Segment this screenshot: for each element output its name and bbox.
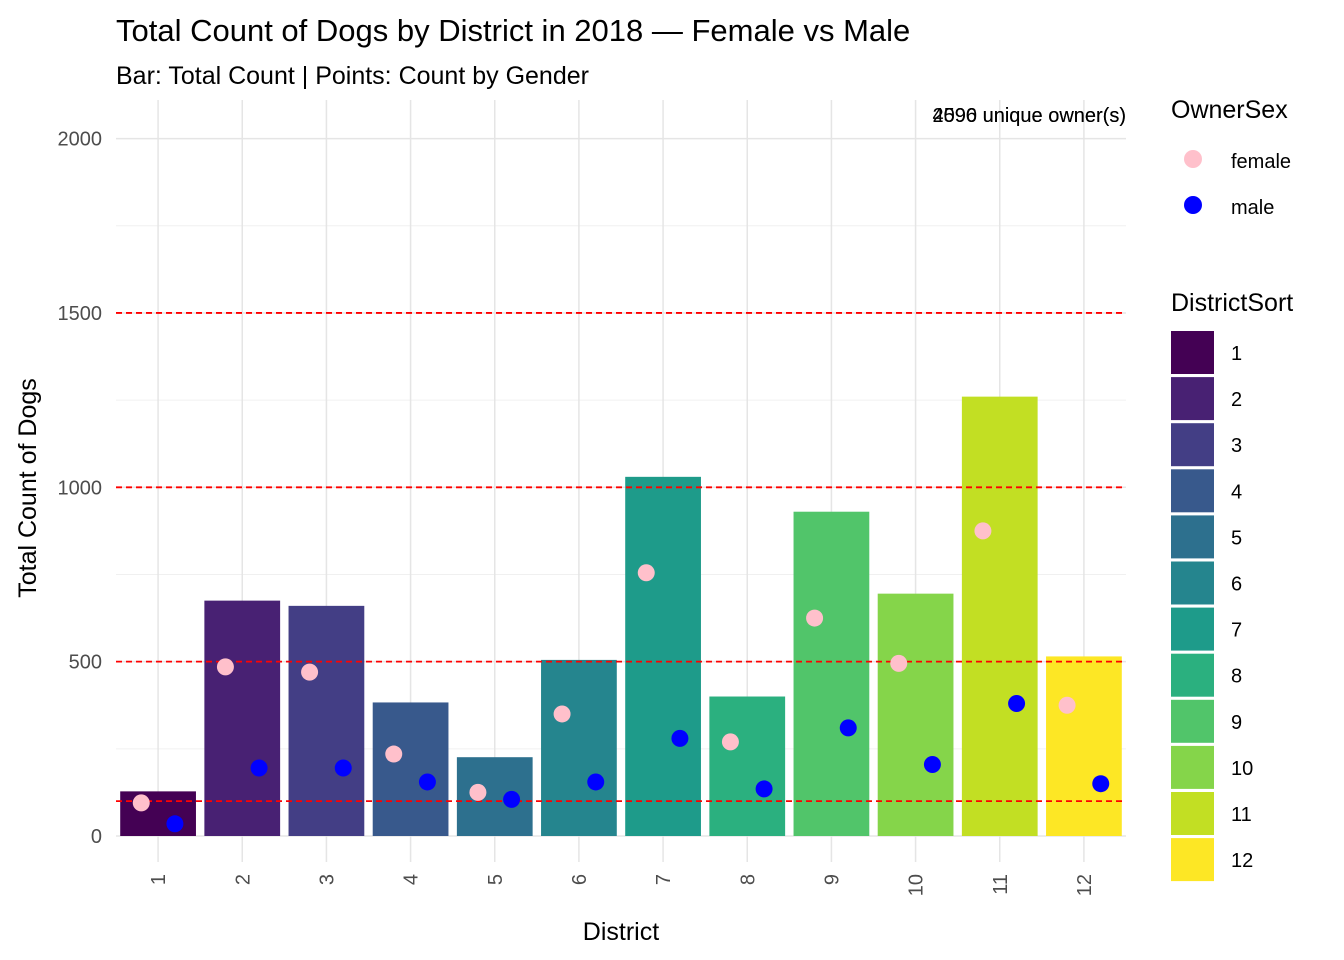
legend-label-male: male xyxy=(1231,197,1274,219)
bar-district-1 xyxy=(120,791,196,836)
bar-district-7 xyxy=(625,476,701,836)
bar-district-8 xyxy=(709,696,786,836)
y-tick-label: 500 xyxy=(69,652,102,674)
x-tick-label: 11 xyxy=(990,874,1012,895)
point-male-district-7 xyxy=(671,729,689,747)
bar-district-12 xyxy=(1046,656,1122,836)
x-tick-label: 4 xyxy=(401,874,423,885)
legend-swatch-district-10 xyxy=(1171,745,1214,789)
bar-district-3 xyxy=(288,605,365,836)
legend-swatch-district-11 xyxy=(1171,792,1214,835)
point-male-district-3 xyxy=(334,759,352,777)
x-tick-label: 7 xyxy=(653,874,675,885)
point-male-district-1 xyxy=(166,815,184,833)
owner-count-annotation: 2596 unique owner(s) xyxy=(933,105,1126,127)
legend-label-district-8: 8 xyxy=(1231,666,1242,688)
legend-swatch-district-3 xyxy=(1171,423,1214,467)
point-male-district-10 xyxy=(923,756,941,774)
bar-district-6 xyxy=(541,659,617,836)
legend-key-female xyxy=(1184,150,1202,168)
x-tick-label: 3 xyxy=(316,874,338,885)
point-male-district-5 xyxy=(503,790,521,808)
point-female-district-3 xyxy=(301,663,319,681)
legend-swatch-district-7 xyxy=(1171,607,1214,651)
legend-label-district-1: 1 xyxy=(1231,343,1242,365)
legend-label-district-9: 9 xyxy=(1231,712,1242,734)
point-female-district-7 xyxy=(637,564,655,582)
x-axis-ticks: 1 2 3 4 5 6 7 8 9 10 11 12 xyxy=(148,874,1096,896)
x-tick-label: 9 xyxy=(821,874,843,885)
point-female-district-12 xyxy=(1058,696,1076,714)
bar-district-5 xyxy=(456,757,533,836)
legend-swatch-district-12 xyxy=(1171,838,1214,882)
x-tick-label: 5 xyxy=(485,874,507,885)
point-male-district-12 xyxy=(1092,775,1110,793)
point-male-district-9 xyxy=(839,719,857,737)
legend-swatch-district-6 xyxy=(1171,561,1214,605)
x-tick-label: 6 xyxy=(569,874,591,885)
point-female-district-8 xyxy=(721,733,739,751)
legend-swatch-district-8 xyxy=(1171,653,1214,697)
y-tick-label: 0 xyxy=(91,826,102,848)
owner-annotations: 2596 unique owner(s)4090 unique owner(s) xyxy=(933,105,1126,127)
chart-subtitle: Bar: Total Count | Points: Count by Gend… xyxy=(116,62,589,90)
y-axis-ticks: 0 500 1000 1500 2000 xyxy=(58,129,103,848)
x-tick-label: 12 xyxy=(1074,874,1096,896)
bar-district-4 xyxy=(372,702,449,836)
point-male-district-4 xyxy=(418,773,436,791)
bar-district-11 xyxy=(961,396,1038,836)
x-tick-label: 2 xyxy=(232,874,254,885)
point-female-district-10 xyxy=(890,654,908,672)
point-male-district-11 xyxy=(1008,694,1026,712)
bar-district-10 xyxy=(877,593,954,836)
legend-swatch-district-5 xyxy=(1171,515,1214,559)
legend-title-districtsort: DistrictSort xyxy=(1171,289,1293,317)
legends: OwnerSexfemalemaleDistrictSort1234567891… xyxy=(1171,96,1293,882)
legend-swatch-district-9 xyxy=(1171,699,1214,743)
bars xyxy=(120,396,1122,836)
point-female-district-1 xyxy=(132,794,150,812)
x-tick-label: 1 xyxy=(148,874,170,885)
point-female-district-6 xyxy=(553,705,571,723)
y-tick-label: 1000 xyxy=(58,477,103,499)
legend-key-male xyxy=(1184,196,1202,214)
x-tick-label: 10 xyxy=(906,874,928,896)
legend-label-female: female xyxy=(1231,151,1291,173)
owner-count-annotation: 4090 unique owner(s) xyxy=(933,105,1126,127)
legend-label-district-11: 11 xyxy=(1231,804,1252,826)
point-male-district-6 xyxy=(587,773,605,791)
y-tick-label: 2000 xyxy=(58,129,103,151)
point-female-district-4 xyxy=(385,745,403,763)
legend-label-district-6: 6 xyxy=(1231,574,1242,596)
legend-title-ownersex: OwnerSex xyxy=(1171,96,1288,124)
point-female-district-11 xyxy=(974,522,992,540)
legend-label-district-2: 2 xyxy=(1231,389,1242,411)
legend-swatch-district-4 xyxy=(1171,469,1214,513)
reference-lines xyxy=(116,312,1126,803)
legend-label-district-7: 7 xyxy=(1231,620,1242,642)
y-tick-label: 1500 xyxy=(58,303,103,325)
chart-title: Total Count of Dogs by District in 2018 … xyxy=(116,13,910,48)
gender-points xyxy=(132,522,1110,833)
x-axis-title: District xyxy=(583,918,659,946)
y-axis-title: Total Count of Dogs xyxy=(14,378,42,598)
point-female-district-9 xyxy=(806,609,824,627)
legend-label-district-3: 3 xyxy=(1231,435,1242,457)
legend-swatch-district-2 xyxy=(1171,377,1214,421)
legend-swatch-district-1 xyxy=(1171,331,1214,374)
point-male-district-2 xyxy=(250,759,268,777)
point-female-district-2 xyxy=(216,658,234,676)
point-female-district-5 xyxy=(469,783,487,801)
legend-label-district-4: 4 xyxy=(1231,481,1242,503)
point-male-district-8 xyxy=(755,780,773,798)
legend-label-district-5: 5 xyxy=(1231,527,1242,549)
legend-label-district-10: 10 xyxy=(1231,758,1253,780)
bar-district-2 xyxy=(204,600,281,836)
bar-district-9 xyxy=(793,511,870,836)
x-tick-label: 8 xyxy=(737,874,759,885)
legend-label-district-12: 12 xyxy=(1231,850,1253,872)
